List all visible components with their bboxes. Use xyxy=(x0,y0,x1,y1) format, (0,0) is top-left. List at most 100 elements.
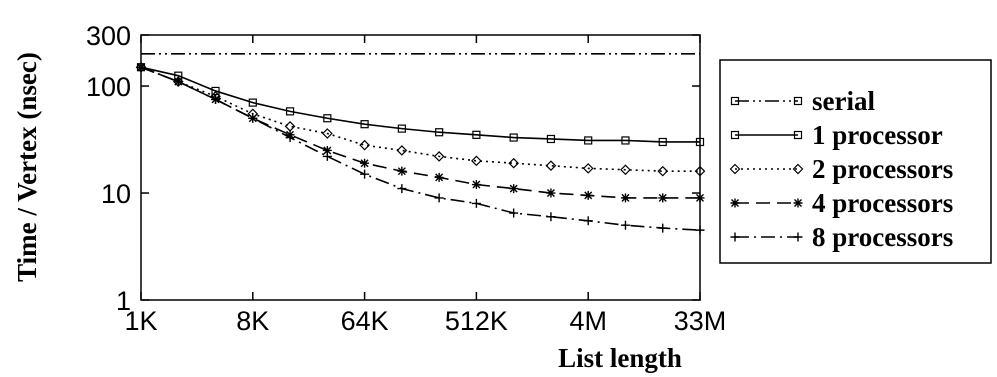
legend-marker xyxy=(792,163,804,175)
legend-marker xyxy=(730,130,740,140)
data-point xyxy=(582,163,594,174)
x-tick-label: 1K xyxy=(124,306,157,336)
y-axis-ticks: 1 10 100 300 xyxy=(86,21,700,316)
data-point xyxy=(621,136,630,145)
legend-label: 2 processors xyxy=(812,154,953,184)
data-point xyxy=(173,77,183,87)
data-point xyxy=(658,137,667,147)
data-point xyxy=(583,190,593,200)
legend-item: 2 processors xyxy=(729,154,953,184)
series-layer xyxy=(135,53,706,235)
data-point xyxy=(211,94,221,104)
legend-item: 8 processors xyxy=(730,222,953,252)
plot-frame xyxy=(140,34,701,301)
data-point xyxy=(509,184,519,194)
y-axis-title: Time / Vertex (nsec) xyxy=(12,52,42,282)
series-line xyxy=(140,66,701,231)
data-point xyxy=(396,145,408,156)
legend-marker xyxy=(793,232,803,242)
legend-label: 8 processors xyxy=(812,222,953,252)
data-point xyxy=(472,130,481,139)
legend: serial 1 processor 2 processors 4 processor… xyxy=(719,59,992,264)
data-point xyxy=(397,124,406,133)
data-point xyxy=(322,145,332,155)
x-tick-label: 64K xyxy=(341,306,389,336)
legend-marker xyxy=(793,198,803,208)
legend-item: 1 processor xyxy=(730,120,943,150)
x-tick-label: 4M xyxy=(569,306,607,336)
y-tick-label: 10 xyxy=(101,179,131,209)
data-point xyxy=(323,114,332,123)
x-tick-label: 512K xyxy=(445,306,508,336)
data-point xyxy=(322,151,332,161)
legend-box xyxy=(719,59,992,264)
data-point xyxy=(583,216,593,226)
legend-marker xyxy=(793,130,803,140)
series-2-processors xyxy=(135,61,706,177)
series-8-processors xyxy=(136,62,705,235)
data-point xyxy=(285,107,295,116)
legend-marker xyxy=(730,96,740,106)
data-point xyxy=(434,193,444,203)
data-point xyxy=(471,180,481,190)
data-point xyxy=(360,169,370,179)
legend-item: serial xyxy=(730,86,875,116)
legend-label: 1 processor xyxy=(812,120,943,150)
legend-marker xyxy=(793,96,803,106)
data-point xyxy=(285,133,295,143)
data-point xyxy=(509,133,518,142)
data-point xyxy=(248,113,258,123)
data-point xyxy=(584,136,593,145)
data-point xyxy=(658,193,668,203)
legend-item: 4 processors xyxy=(730,188,953,218)
data-point xyxy=(508,157,520,169)
legend-label: serial xyxy=(812,86,875,116)
x-tick-label: 33M xyxy=(674,306,727,336)
data-point xyxy=(433,151,445,162)
data-point xyxy=(620,193,630,203)
legend-marker xyxy=(730,232,740,242)
x-axis-ticks: 1K 8K 64K 512K 4M 33M xyxy=(124,35,726,336)
legend-marker xyxy=(730,198,740,208)
data-point xyxy=(620,164,631,176)
data-point xyxy=(545,160,557,172)
legend-marker xyxy=(729,163,741,175)
data-point xyxy=(546,134,556,144)
data-point xyxy=(657,165,669,177)
data-point xyxy=(695,137,705,147)
data-point xyxy=(471,155,482,167)
data-point xyxy=(397,184,407,194)
data-point xyxy=(695,193,705,203)
data-point xyxy=(435,128,444,137)
data-point xyxy=(546,188,556,198)
data-point xyxy=(658,223,668,233)
y-tick-label: 100 xyxy=(86,72,131,102)
data-point xyxy=(360,158,370,168)
x-tick-label: 8K xyxy=(236,306,269,336)
data-point xyxy=(359,139,370,151)
data-point xyxy=(620,220,630,230)
data-point xyxy=(360,120,369,129)
x-axis-title: List length xyxy=(558,343,682,373)
series-4-processors xyxy=(136,62,705,203)
series-line xyxy=(140,66,700,199)
y-tick-label: 1 xyxy=(116,286,131,316)
data-point xyxy=(321,128,333,139)
data-point xyxy=(509,208,519,218)
series-line xyxy=(140,66,700,143)
data-point xyxy=(471,198,481,208)
legend-label: 4 processors xyxy=(812,188,953,218)
data-point xyxy=(546,212,556,222)
y-tick-label: 300 xyxy=(86,21,131,51)
data-point xyxy=(136,62,146,72)
data-point xyxy=(211,86,220,96)
data-point xyxy=(695,225,705,235)
data-point xyxy=(694,165,706,177)
data-point xyxy=(434,172,444,182)
series-1-processor xyxy=(136,63,705,147)
series-line xyxy=(140,66,700,172)
data-point xyxy=(397,166,407,176)
data-point xyxy=(248,98,257,107)
legend-items: serial 1 processor 2 processors 4 processor… xyxy=(729,86,953,252)
